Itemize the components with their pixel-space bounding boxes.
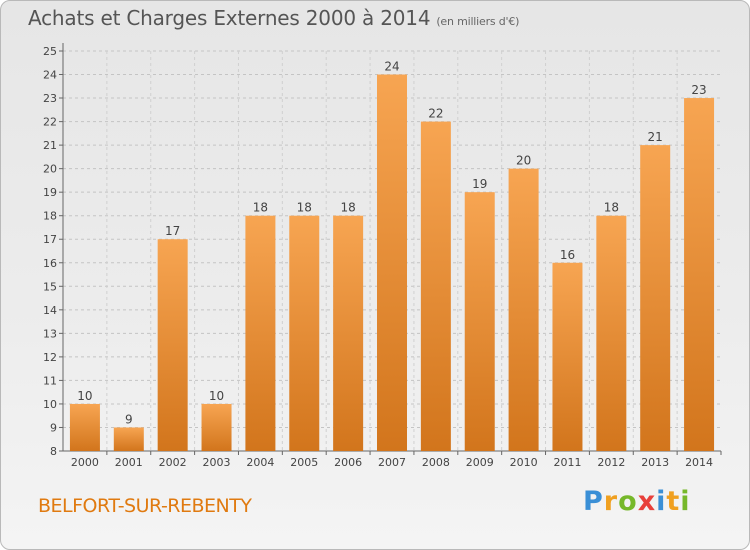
x-tick-label: 2000 xyxy=(71,456,99,469)
data-labels: 10 9 17 10 18 18 18 24 22 19 20 16 18 21 23 xyxy=(77,60,706,427)
bar-2007 xyxy=(377,74,407,451)
x-tick-label: 2011 xyxy=(553,456,581,469)
y-tick-label: 17 xyxy=(43,233,57,246)
y-tick-label: 10 xyxy=(43,398,57,411)
chart-title: Achats et Charges Externes 2000 à 2014 (e… xyxy=(28,6,519,30)
chart-title-text: Achats et Charges Externes 2000 à 2014 xyxy=(28,6,431,30)
y-tick-label: 24 xyxy=(43,69,57,82)
x-tick-label: 2012 xyxy=(597,456,625,469)
bars xyxy=(69,74,715,452)
bar-2005 xyxy=(289,215,320,451)
bar-2014 xyxy=(684,98,715,451)
x-tick-label: 2001 xyxy=(115,456,143,469)
data-label: 19 xyxy=(472,177,487,191)
bar-2000 xyxy=(69,403,100,451)
y-tick-label: 11 xyxy=(43,374,57,387)
bar-2002 xyxy=(157,239,188,451)
bar-2006 xyxy=(333,215,364,451)
y-tick-label: 14 xyxy=(43,304,57,317)
x-tick-label: 2008 xyxy=(422,456,450,469)
data-label: 23 xyxy=(691,83,706,97)
y-tick-label: 9 xyxy=(50,421,57,434)
data-label: 18 xyxy=(253,201,268,215)
proxiti-logo-letter: r xyxy=(603,486,619,517)
x-tick-label: 2005 xyxy=(290,456,318,469)
data-label: 10 xyxy=(77,389,92,403)
x-tick-label: 2007 xyxy=(378,456,406,469)
x-tick-label: 2006 xyxy=(334,456,362,469)
data-label: 18 xyxy=(340,201,355,215)
bar-2013 xyxy=(640,145,671,451)
y-tick-label: 13 xyxy=(43,327,57,340)
y-tick-label: 25 xyxy=(43,45,57,58)
y-tick-label: 15 xyxy=(43,280,57,293)
y-tick-label: 22 xyxy=(43,116,57,129)
x-tick-label: 2010 xyxy=(510,456,538,469)
x-tick-label: 2009 xyxy=(466,456,494,469)
data-label: 24 xyxy=(384,60,399,74)
x-tick-label: 2014 xyxy=(685,456,713,469)
proxiti-logo-letter: x xyxy=(637,486,657,517)
data-label: 21 xyxy=(648,130,663,144)
bar-2003 xyxy=(201,403,232,451)
data-label: 20 xyxy=(516,154,531,168)
bar-2010 xyxy=(508,168,539,451)
y-tick-label: 19 xyxy=(43,186,57,199)
y-tick-label: 8 xyxy=(50,445,57,458)
chart-subtitle: (en milliers d'€) xyxy=(436,15,520,28)
bar-2004 xyxy=(245,215,276,451)
x-tick-label: 2004 xyxy=(246,456,274,469)
y-tick-label: 20 xyxy=(43,163,57,176)
proxiti-logo: Proxiti xyxy=(583,486,691,517)
y-tick-label: 21 xyxy=(43,139,57,152)
data-label: 18 xyxy=(297,201,312,215)
bar-2009 xyxy=(464,192,495,452)
bar-2008 xyxy=(420,121,451,452)
bar-2011 xyxy=(552,262,583,451)
proxiti-logo-letter: t xyxy=(666,486,681,517)
proxiti-logo-letter: o xyxy=(618,486,638,517)
data-label: 22 xyxy=(428,107,443,121)
commune-name: BELFORT-SUR-REBENTY xyxy=(38,495,252,517)
data-label: 16 xyxy=(560,248,575,262)
x-tick-label: 2002 xyxy=(159,456,187,469)
bar-2012 xyxy=(596,215,627,451)
y-tick-label: 23 xyxy=(43,92,57,105)
y-tick-label: 16 xyxy=(43,257,57,270)
bar-2001 xyxy=(113,427,144,451)
data-label: 9 xyxy=(125,412,133,426)
x-tick-label: 2013 xyxy=(641,456,669,469)
data-label: 18 xyxy=(604,201,619,215)
data-label: 17 xyxy=(165,224,180,238)
x-tick-label: 2003 xyxy=(203,456,231,469)
y-tick-label: 18 xyxy=(43,210,57,223)
proxiti-logo-letter: P xyxy=(583,486,604,517)
data-label: 10 xyxy=(209,389,224,403)
y-tick-label: 12 xyxy=(43,351,57,364)
proxiti-logo-letter: i xyxy=(680,486,691,517)
proxiti-logo-letter: i xyxy=(656,486,667,517)
